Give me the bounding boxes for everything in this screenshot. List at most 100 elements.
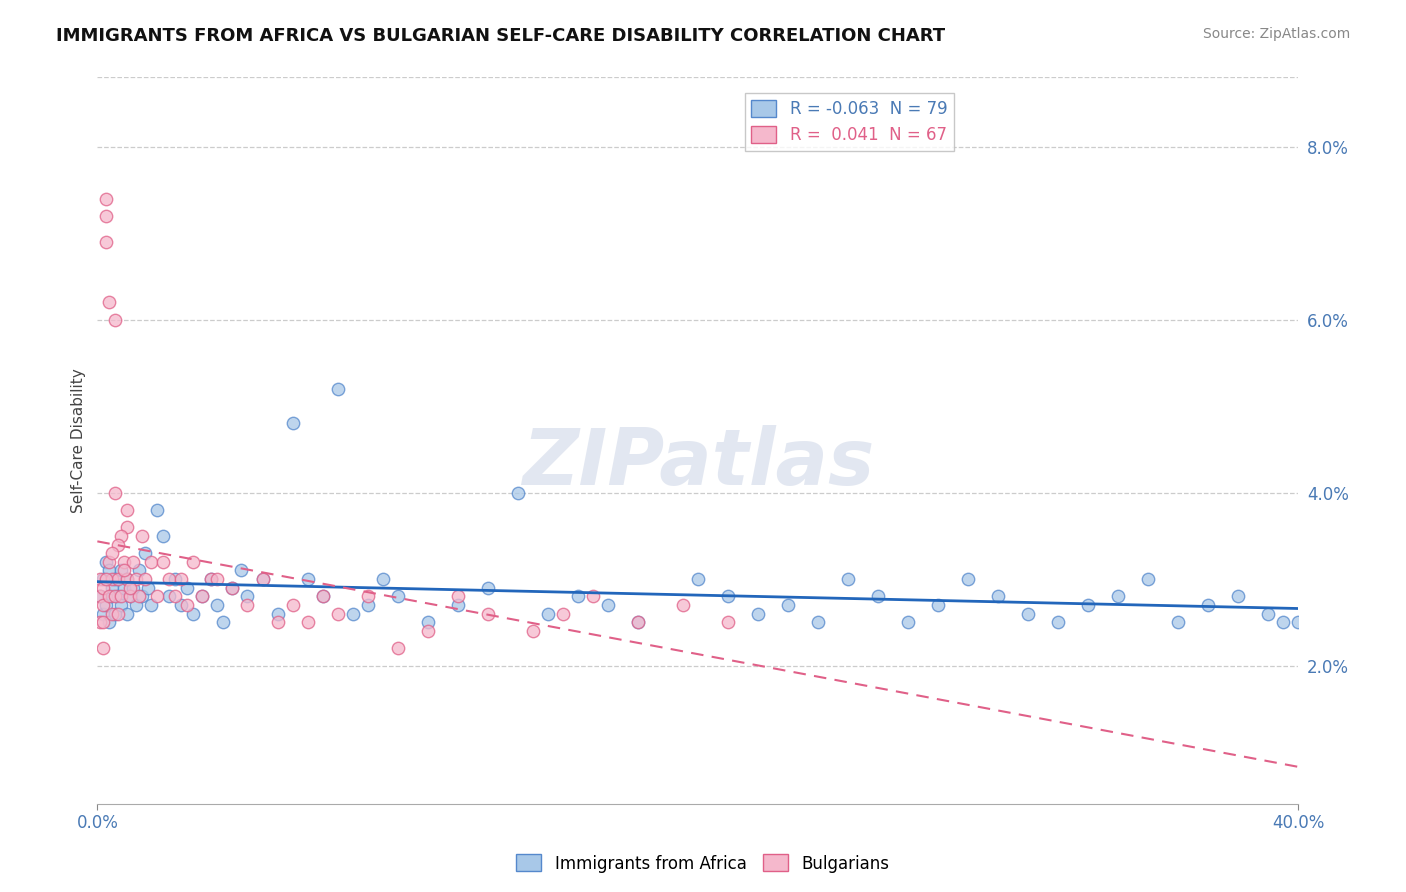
Y-axis label: Self-Care Disability: Self-Care Disability: [72, 368, 86, 513]
Point: [125, 598, 148, 612]
Point: [101, 546, 124, 560]
Point: [627, 615, 650, 630]
Point: [342, 607, 364, 621]
Point: [141, 598, 163, 612]
Point: [183, 607, 205, 621]
Point: [416, 615, 439, 630]
Legend: Immigrants from Africa, Bulgarians: Immigrants from Africa, Bulgarians: [510, 847, 896, 880]
Point: [98, 564, 121, 578]
Point: [128, 564, 150, 578]
Point: [110, 598, 132, 612]
Point: [93, 581, 115, 595]
Point: [110, 529, 132, 543]
Point: [1107, 590, 1129, 604]
Point: [627, 615, 650, 630]
Point: [112, 564, 135, 578]
Point: [807, 615, 830, 630]
Point: [104, 572, 127, 586]
Point: [281, 598, 304, 612]
Point: [89, 590, 111, 604]
Point: [98, 295, 121, 310]
Point: [252, 572, 274, 586]
Point: [131, 590, 153, 604]
Point: [1197, 598, 1219, 612]
Point: [93, 598, 115, 612]
Point: [96, 598, 118, 612]
Point: [96, 192, 118, 206]
Point: [897, 615, 920, 630]
Point: [112, 581, 135, 595]
Point: [266, 615, 288, 630]
Point: [104, 485, 127, 500]
Point: [1288, 615, 1310, 630]
Point: [107, 537, 129, 551]
Point: [672, 598, 695, 612]
Point: [447, 590, 470, 604]
Point: [157, 572, 180, 586]
Point: [101, 581, 124, 595]
Point: [101, 590, 124, 604]
Point: [231, 564, 253, 578]
Point: [281, 417, 304, 431]
Point: [506, 485, 529, 500]
Legend: R = -0.063  N = 79, R =  0.041  N = 67: R = -0.063 N = 79, R = 0.041 N = 67: [745, 93, 953, 151]
Point: [868, 590, 890, 604]
Point: [112, 555, 135, 569]
Point: [89, 572, 111, 586]
Point: [131, 529, 153, 543]
Point: [1017, 607, 1039, 621]
Point: [191, 590, 214, 604]
Point: [117, 607, 139, 621]
Point: [98, 590, 121, 604]
Point: [96, 235, 118, 249]
Point: [371, 572, 394, 586]
Point: [596, 598, 619, 612]
Point: [837, 572, 859, 586]
Point: [1167, 615, 1189, 630]
Point: [98, 615, 121, 630]
Point: [89, 590, 111, 604]
Point: [1047, 615, 1070, 630]
Point: [138, 581, 160, 595]
Point: [183, 555, 205, 569]
Text: IMMIGRANTS FROM AFRICA VS BULGARIAN SELF-CARE DISABILITY CORRELATION CHART: IMMIGRANTS FROM AFRICA VS BULGARIAN SELF…: [56, 27, 945, 45]
Point: [93, 615, 115, 630]
Point: [207, 598, 229, 612]
Point: [297, 572, 319, 586]
Point: [120, 590, 142, 604]
Point: [134, 546, 156, 560]
Point: [170, 598, 193, 612]
Point: [1137, 572, 1160, 586]
Point: [387, 641, 409, 656]
Point: [212, 615, 235, 630]
Point: [98, 555, 121, 569]
Point: [686, 572, 709, 586]
Point: [252, 572, 274, 586]
Point: [987, 590, 1010, 604]
Point: [134, 572, 156, 586]
Point: [101, 572, 124, 586]
Point: [221, 581, 243, 595]
Point: [110, 564, 132, 578]
Point: [170, 572, 193, 586]
Point: [93, 572, 115, 586]
Point: [101, 607, 124, 621]
Point: [152, 555, 174, 569]
Point: [117, 503, 139, 517]
Point: [93, 607, 115, 621]
Point: [1077, 598, 1099, 612]
Point: [191, 590, 214, 604]
Point: [165, 572, 187, 586]
Point: [416, 624, 439, 638]
Point: [326, 607, 349, 621]
Point: [125, 572, 148, 586]
Point: [297, 615, 319, 630]
Point: [717, 590, 740, 604]
Point: [776, 598, 799, 612]
Point: [927, 598, 949, 612]
Point: [356, 590, 378, 604]
Point: [567, 590, 589, 604]
Point: [104, 607, 127, 621]
Point: [1272, 615, 1295, 630]
Point: [236, 590, 259, 604]
